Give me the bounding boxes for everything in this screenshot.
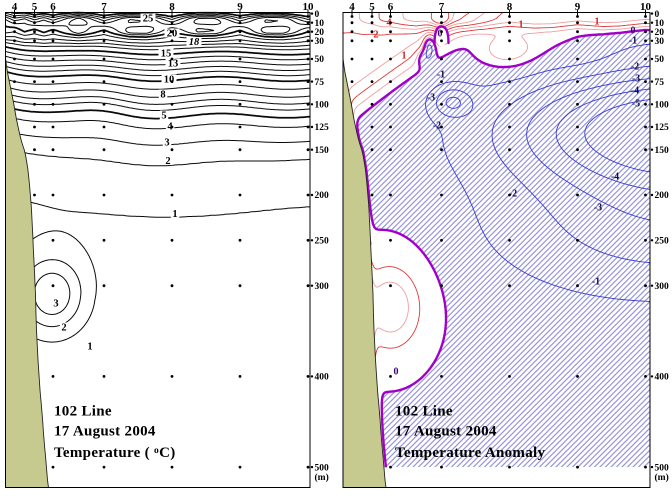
svg-text:4: 4 (349, 1, 355, 13)
svg-text:20: 20 (315, 28, 325, 38)
svg-text:1: 1 (172, 209, 177, 220)
svg-text:5: 5 (369, 1, 375, 13)
svg-text:6: 6 (388, 1, 394, 13)
svg-text:3: 3 (53, 299, 58, 310)
svg-text:400: 400 (655, 373, 670, 383)
svg-text:20: 20 (167, 29, 178, 40)
svg-text:Temperature Anomaly: Temperature Anomaly (395, 445, 545, 461)
svg-text:300: 300 (315, 282, 330, 292)
svg-text:8: 8 (169, 1, 175, 13)
svg-text:15: 15 (161, 49, 172, 60)
svg-text:250: 250 (655, 237, 670, 247)
svg-text:100: 100 (315, 101, 330, 111)
svg-text:0: 0 (655, 10, 660, 20)
svg-text:10: 10 (315, 19, 325, 29)
svg-text:7: 7 (101, 1, 107, 13)
svg-text:5: 5 (32, 1, 38, 13)
svg-text:125: 125 (315, 123, 330, 133)
svg-text:13: 13 (168, 59, 179, 70)
svg-text:6: 6 (50, 1, 56, 13)
svg-text:0: 0 (394, 367, 399, 378)
svg-text:102 Line: 102 Line (54, 404, 112, 420)
svg-text:18: 18 (189, 37, 200, 48)
svg-text:400: 400 (315, 373, 330, 383)
svg-text:7: 7 (439, 1, 445, 13)
svg-text:30: 30 (655, 37, 665, 47)
svg-text:3: 3 (164, 138, 169, 149)
svg-text:500: 500 (315, 463, 330, 473)
svg-text:300: 300 (655, 282, 670, 292)
svg-text:2: 2 (374, 30, 379, 41)
svg-text:-4: -4 (631, 86, 639, 97)
svg-text:Temperature ( oC): Temperature ( oC) (54, 445, 176, 461)
svg-text:5: 5 (161, 111, 166, 122)
svg-text:2: 2 (61, 323, 66, 334)
svg-text:1: 1 (519, 20, 524, 31)
svg-text:100: 100 (655, 101, 670, 111)
svg-text:10: 10 (303, 1, 315, 13)
svg-text:2: 2 (165, 156, 170, 167)
svg-text:8: 8 (160, 90, 165, 101)
svg-text:25: 25 (143, 14, 154, 25)
svg-text:0: 0 (438, 29, 443, 40)
svg-text:-1: -1 (592, 277, 600, 288)
svg-text:-4: -4 (611, 172, 619, 183)
svg-text:102 Line: 102 Line (395, 404, 453, 420)
svg-text:9: 9 (237, 1, 243, 13)
svg-text:500: 500 (655, 463, 670, 473)
svg-text:-1: -1 (629, 36, 637, 47)
svg-text:-3: -3 (427, 93, 435, 104)
svg-text:200: 200 (315, 191, 330, 201)
svg-text:-1: -1 (437, 70, 445, 81)
svg-text:75: 75 (655, 78, 665, 88)
svg-text:10: 10 (655, 19, 665, 29)
svg-text:1: 1 (87, 342, 92, 353)
svg-text:17 August 2004: 17 August 2004 (395, 424, 497, 440)
svg-text:9: 9 (575, 1, 581, 13)
svg-text:1: 1 (595, 17, 600, 28)
svg-text:-2: -2 (631, 62, 639, 73)
svg-text:-5: -5 (632, 99, 640, 110)
svg-text:0: 0 (315, 10, 320, 20)
svg-text:0: 0 (631, 26, 636, 37)
svg-text:150: 150 (655, 146, 670, 156)
svg-text:200: 200 (655, 191, 670, 201)
svg-text:(m): (m) (315, 472, 329, 483)
svg-text:50: 50 (315, 55, 325, 65)
svg-text:17 August 2004: 17 August 2004 (54, 424, 156, 440)
svg-text:-3: -3 (632, 74, 640, 85)
svg-text:10: 10 (164, 75, 175, 86)
svg-text:4: 4 (387, 18, 392, 29)
svg-text:75: 75 (315, 78, 325, 88)
svg-text:-3: -3 (594, 203, 602, 214)
svg-text:8: 8 (507, 1, 513, 13)
svg-text:250: 250 (315, 237, 330, 247)
svg-text:150: 150 (315, 146, 330, 156)
svg-text:20: 20 (655, 28, 665, 38)
svg-text:(m): (m) (655, 472, 669, 483)
svg-text:50: 50 (655, 55, 665, 65)
svg-text:125: 125 (655, 123, 670, 133)
svg-text:10: 10 (640, 1, 652, 13)
svg-text:4: 4 (167, 122, 173, 133)
svg-text:30: 30 (315, 37, 325, 47)
svg-text:4: 4 (12, 1, 18, 13)
svg-text:1: 1 (402, 51, 407, 62)
svg-text:-2: -2 (433, 121, 441, 132)
svg-text:-2: -2 (509, 189, 517, 200)
